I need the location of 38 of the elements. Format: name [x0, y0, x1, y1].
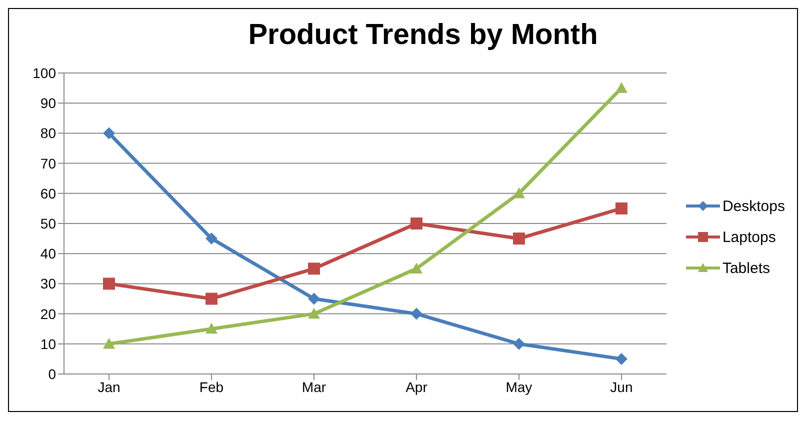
y-tick-label: 70 [40, 155, 56, 172]
point [308, 308, 320, 319]
legend-label: Laptops [722, 228, 776, 246]
point [410, 308, 422, 320]
y-tick-label: 90 [40, 95, 56, 112]
point [103, 278, 115, 290]
point [615, 352, 628, 365]
point [308, 262, 320, 275]
legend-label: Desktops [722, 198, 785, 214]
point [512, 338, 525, 350]
point [410, 262, 422, 274]
y-tick-label: 100 [32, 64, 56, 81]
point [205, 322, 218, 334]
y-tick-label: 10 [40, 336, 56, 352]
legend-label: Tablets [722, 260, 770, 276]
point [615, 82, 628, 93]
point [512, 232, 525, 245]
point [205, 232, 218, 245]
x-tick-label: Mar [302, 378, 326, 395]
x-tick-label: Feb [199, 378, 224, 395]
x-tick-label: Apr [406, 378, 428, 395]
point [410, 218, 422, 230]
y-tick-label: 80 [40, 125, 56, 142]
y-tick-label: 30 [40, 276, 56, 292]
x-tick-label: Jan [98, 378, 120, 395]
x-tick-label: May [506, 378, 532, 395]
y-tick-label: 50 [40, 215, 56, 232]
point [615, 202, 628, 214]
x-tick-label: Jun [610, 378, 633, 395]
y-tick-label: 40 [40, 246, 56, 262]
point [103, 127, 115, 140]
point [308, 292, 320, 305]
point [205, 292, 218, 305]
y-tick-label: 60 [40, 185, 56, 202]
point [103, 338, 115, 349]
y-tick-label: 0 [48, 366, 56, 382]
chart-title: Product Trends by Month [247, 18, 599, 53]
y-tick-label: 20 [40, 306, 56, 322]
